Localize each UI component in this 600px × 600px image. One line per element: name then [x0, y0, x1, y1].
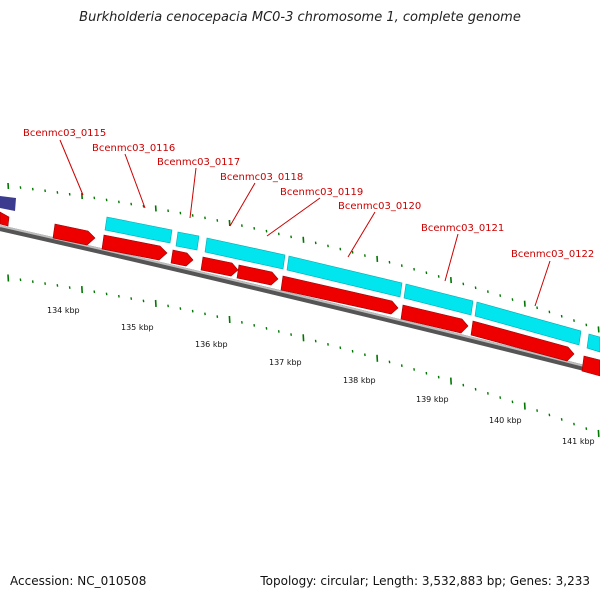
cds-forward-bcenmc03-0122[interactable]: [474, 301, 582, 346]
gene-label-bcenmc03-0116[interactable]: Bcenmc03_0116: [92, 143, 175, 154]
cds-forward-next[interactable]: [586, 333, 600, 353]
gene-label-bcenmc03-0115[interactable]: Bcenmc03_0115: [23, 128, 106, 139]
scale-label-140kbp: 140 kbp: [489, 416, 522, 425]
scale-label-139kbp: 139 kbp: [416, 395, 449, 404]
cds-reverse-h[interactable]: [581, 355, 600, 377]
leader-line: [229, 182, 256, 227]
gene-label-bcenmc03-0121[interactable]: Bcenmc03_0121: [421, 223, 504, 234]
cds-reverse-d[interactable]: [236, 264, 279, 286]
cds-forward-bcenmc03-0121[interactable]: [403, 283, 474, 316]
backbone: [0, 225, 600, 371]
leader-line: [444, 233, 459, 282]
map-title: Burkholderia cenocepacia MC0-3 chromosom…: [79, 10, 521, 25]
scale-label-138kbp: 138 kbp: [343, 376, 376, 385]
cds-reverse-bcenmc03-0115[interactable]: [52, 223, 96, 246]
cds-reverse-edge[interactable]: [0, 211, 10, 227]
leader-line: [534, 260, 551, 307]
scale-label-134kbp: 134 kbp: [47, 306, 80, 315]
upper-tick-ring: [7, 182, 600, 333]
scale-label-137kbp: 137 kbp: [269, 358, 302, 367]
scale-label-141kbp: 141 kbp: [562, 437, 595, 446]
cds-reverse-f[interactable]: [400, 304, 469, 334]
cds-reverse-a[interactable]: [101, 234, 168, 261]
cds-forward-bcenmc03-0118[interactable]: [204, 237, 286, 270]
scale-tick-ring: [7, 274, 600, 437]
leader-line: [189, 167, 197, 219]
leader-line: [59, 139, 84, 196]
gene-label-bcenmc03-0119[interactable]: Bcenmc03_0119: [280, 187, 363, 198]
gene-label-bcenmc03-0117[interactable]: Bcenmc03_0117: [157, 157, 240, 168]
feature-misc[interactable]: [0, 196, 16, 211]
gene-label-bcenmc03-0122[interactable]: Bcenmc03_0122: [511, 249, 594, 260]
scale-label-136kbp: 136 kbp: [195, 340, 228, 349]
cds-reverse-e[interactable]: [280, 275, 399, 315]
cds-reverse-b[interactable]: [170, 249, 194, 267]
label-leader-lines: [59, 139, 551, 307]
cds-reverse-c[interactable]: [200, 256, 239, 277]
gene-labels: Bcenmc03_0115 Bcenmc03_0116 Bcenmc03_011…: [23, 128, 594, 260]
reverse-strand-cds: [0, 211, 600, 377]
leader-line: [266, 197, 321, 237]
backbone-shadow: [0, 225, 600, 375]
leader-line: [124, 153, 146, 209]
leader-line: [347, 211, 376, 258]
scale-label-135kbp: 135 kbp: [121, 323, 154, 332]
cds-forward-bcenmc03-0116[interactable]: [104, 216, 173, 244]
scale-labels: 134 kbp 135 kbp 136 kbp 137 kbp 138 kbp …: [47, 306, 595, 446]
gene-label-bcenmc03-0118[interactable]: Bcenmc03_0118: [220, 172, 303, 183]
gene-label-bcenmc03-0120[interactable]: Bcenmc03_0120: [338, 201, 421, 212]
accession-text: Accession: NC_010508: [10, 574, 147, 588]
genome-summary-text: Topology: circular; Length: 3,532,883 bp…: [260, 574, 590, 588]
cds-forward-bcenmc03-0117[interactable]: [175, 231, 200, 251]
cds-forward-bcenmc03-0120[interactable]: [286, 255, 403, 298]
forward-strand-cds: [104, 216, 600, 353]
cds-reverse-g[interactable]: [470, 320, 575, 362]
